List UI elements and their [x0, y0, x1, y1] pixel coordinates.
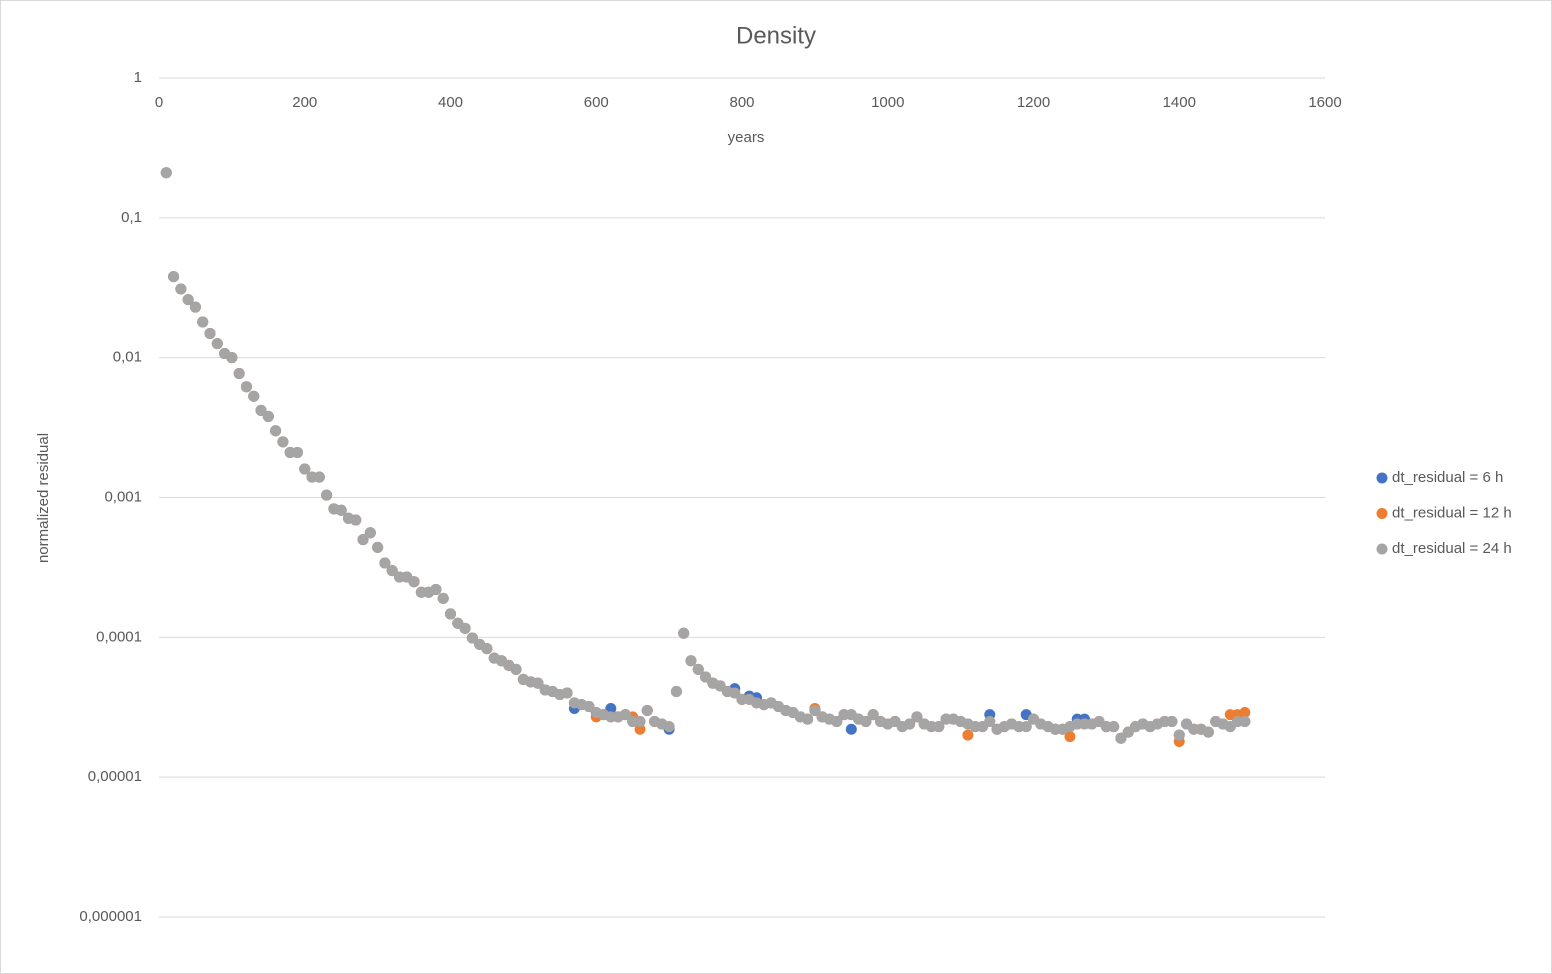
x-tick-label: 1000: [871, 94, 904, 111]
data-point: [510, 663, 522, 675]
legend-marker: [1376, 543, 1388, 555]
x-axis-title: years: [728, 129, 765, 146]
data-point: [197, 316, 209, 328]
data-point: [299, 463, 311, 475]
data-point: [445, 608, 456, 620]
data-point: [962, 729, 974, 741]
y-tick-label: 0,0001: [96, 628, 142, 645]
data-point: [350, 514, 362, 526]
data-point: [182, 294, 194, 306]
data-point: [437, 592, 449, 604]
data-point: [277, 436, 289, 448]
data-point: [634, 723, 646, 735]
data-point: [1108, 721, 1120, 733]
data-point: [466, 632, 478, 644]
data-point: [175, 283, 187, 295]
data-point: [904, 718, 916, 730]
y-axis-title: normalized residual: [35, 433, 52, 563]
data-point: [160, 167, 172, 179]
data-point: [248, 390, 260, 402]
y-tick-label: 0,1: [121, 209, 142, 226]
data-point: [1064, 731, 1076, 743]
data-point: [911, 711, 923, 723]
data-point: [379, 557, 391, 569]
legend-label: dt_residual = 24 h: [1392, 540, 1512, 557]
data-point: [933, 721, 945, 733]
data-point: [313, 471, 325, 483]
data-point: [364, 527, 376, 539]
y-tick-label: 0,00001: [88, 768, 142, 785]
data-point: [189, 301, 201, 313]
legend-label: dt_residual = 6 h: [1392, 469, 1503, 486]
data-point: [168, 271, 180, 283]
data-point: [678, 627, 690, 639]
data-point: [583, 701, 595, 713]
data-point: [1202, 726, 1214, 738]
data-point: [459, 622, 471, 634]
data-point: [1020, 721, 1032, 733]
y-tick-label: 0,000001: [79, 908, 142, 925]
data-point: [831, 716, 843, 728]
legend-label: dt_residual = 12 h: [1392, 504, 1512, 521]
y-tick-label: 0,01: [113, 349, 142, 366]
data-point: [634, 716, 646, 728]
x-tick-label: 1400: [1163, 94, 1196, 111]
data-point: [386, 565, 398, 577]
data-point: [226, 352, 238, 364]
data-point: [700, 671, 712, 683]
data-point: [233, 368, 245, 380]
data-point: [291, 446, 303, 458]
data-point: [270, 425, 282, 437]
x-tick-label: 0: [155, 94, 163, 111]
data-point: [481, 643, 493, 655]
data-point: [262, 410, 274, 422]
y-tick-label: 1: [134, 69, 142, 86]
data-point: [561, 687, 573, 699]
data-point: [240, 381, 252, 393]
data-point: [619, 709, 631, 721]
x-tick-label: 1200: [1017, 94, 1050, 111]
data-point: [641, 704, 653, 716]
data-point: [372, 541, 384, 553]
data-point: [1115, 732, 1127, 744]
x-tick-label: 600: [584, 94, 609, 111]
data-point: [867, 709, 879, 721]
data-point: [1239, 716, 1251, 728]
chart-title: Density: [736, 22, 816, 49]
legend-marker: [1376, 508, 1388, 519]
data-point: [1166, 716, 1178, 728]
data-point: [532, 677, 544, 689]
data-point: [845, 723, 857, 735]
x-tick-label: 400: [438, 94, 463, 111]
data-point: [663, 721, 675, 733]
x-tick-label: 200: [292, 94, 317, 111]
data-point: [357, 534, 369, 546]
data-point: [430, 583, 442, 595]
data-point: [984, 716, 996, 728]
y-tick-label: 0,001: [104, 488, 142, 505]
data-point: [685, 655, 697, 667]
data-point: [860, 716, 872, 728]
x-tick-label: 1600: [1308, 94, 1341, 111]
data-point: [729, 687, 741, 699]
data-point: [1173, 729, 1185, 741]
data-point: [255, 404, 267, 416]
data-point: [802, 713, 814, 725]
data-point: [809, 704, 821, 716]
data-point: [211, 338, 223, 350]
data-point: [1239, 707, 1251, 719]
data-point: [692, 663, 704, 675]
x-tick-label: 800: [729, 94, 754, 111]
data-point: [335, 504, 347, 516]
legend-marker: [1376, 472, 1388, 484]
data-point: [605, 702, 617, 714]
data-point: [321, 489, 333, 501]
data-point: [204, 327, 216, 339]
data-point: [408, 576, 420, 588]
data-point: [670, 685, 682, 697]
